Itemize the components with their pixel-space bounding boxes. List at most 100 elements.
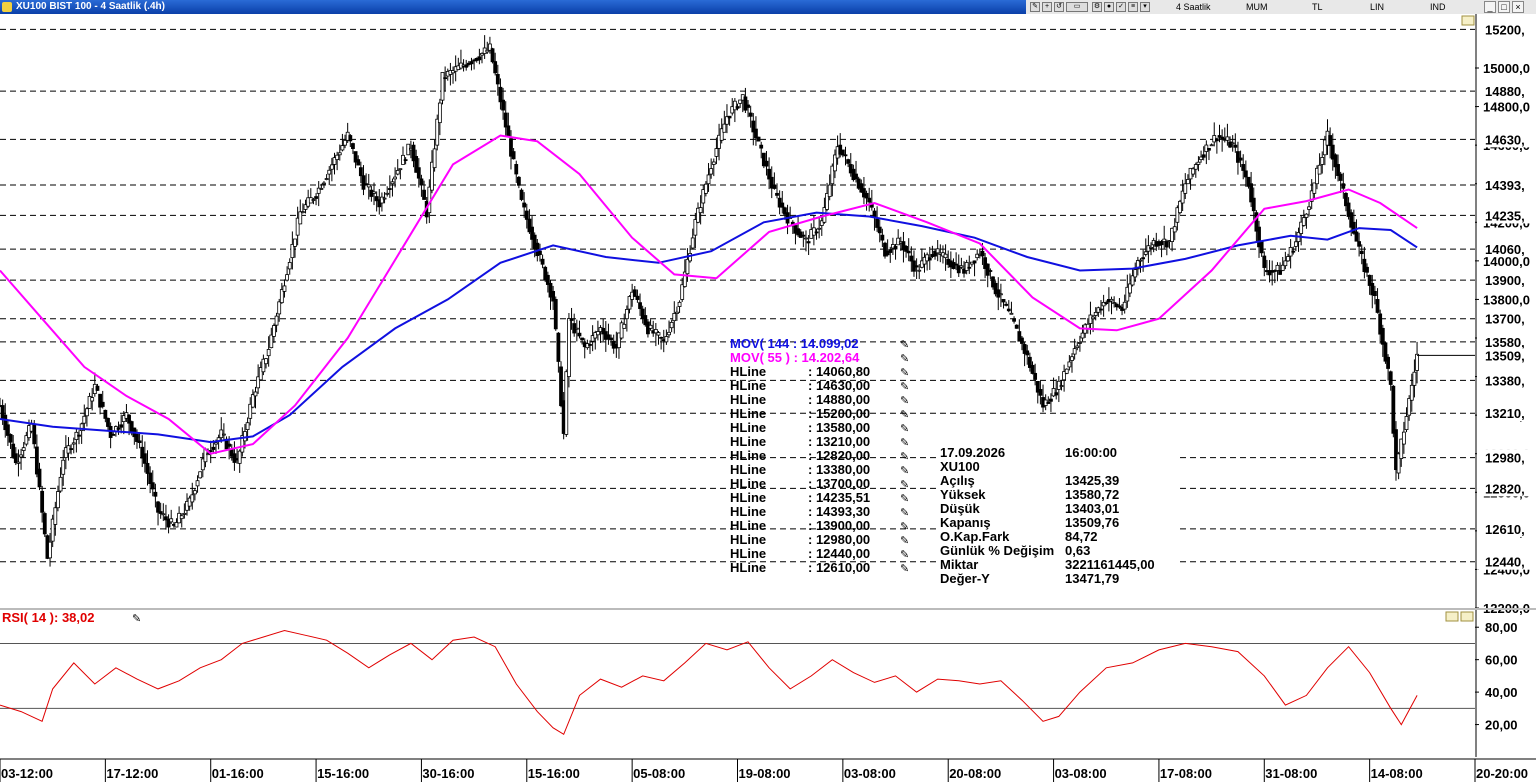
candle [1257, 220, 1261, 258]
candle [522, 192, 527, 218]
currency-select[interactable]: TL [1312, 2, 1323, 12]
color-icon[interactable]: ● [1104, 2, 1114, 12]
rsi-info-icon[interactable] [1445, 611, 1459, 622]
chart-type-select[interactable]: MUM [1246, 2, 1268, 12]
legend-edit-icon[interactable]: ✎ [900, 507, 909, 519]
candle [190, 482, 195, 510]
candle [119, 414, 124, 434]
candle [422, 180, 426, 200]
legend-edit-icon[interactable]: ✎ [900, 493, 909, 505]
candle [962, 261, 966, 278]
legend-edit-icon[interactable]: ✎ [900, 549, 909, 561]
candle [1099, 300, 1103, 315]
legend-edit-icon[interactable]: ✎ [900, 535, 909, 547]
candle [1191, 166, 1196, 177]
candle [403, 157, 408, 165]
legend-edit-icon[interactable]: ✎ [900, 521, 909, 533]
candle [340, 133, 345, 152]
candle [240, 427, 245, 457]
svg-text:HLine: HLine [730, 364, 766, 379]
panel-info-icon[interactable] [1461, 15, 1475, 26]
candle [511, 147, 516, 160]
draw-tool-icon[interactable]: ✎ [1030, 2, 1040, 12]
candle [37, 462, 42, 491]
candle [527, 209, 532, 234]
info-row: Değer-Y 13471,79 [940, 571, 1119, 586]
candle [1367, 274, 1372, 295]
candle [901, 231, 906, 263]
candle [369, 186, 374, 202]
period-select[interactable]: 4 Saatlik [1176, 2, 1211, 12]
svg-text:13210,: 13210, [1485, 406, 1525, 421]
legend-hline: HLine: 13580,00 ✎ [730, 420, 909, 435]
candle [277, 298, 282, 322]
settings-icon[interactable]: ⚙ [1092, 2, 1102, 12]
candle [1038, 380, 1043, 405]
candle [725, 104, 729, 134]
candle [859, 179, 864, 193]
maximize-button[interactable]: □ [1498, 1, 1510, 13]
candle [358, 161, 363, 184]
mode-select[interactable]: IND [1430, 2, 1446, 12]
legend-edit-icon[interactable]: ✎ [900, 395, 909, 407]
candle [314, 193, 318, 206]
svg-text:: 13700,00: : 13700,00 [808, 476, 870, 491]
legend-edit-icon[interactable]: ✎ [900, 339, 909, 351]
candle [727, 115, 732, 126]
candle [1112, 296, 1117, 308]
candle [443, 66, 448, 92]
candle [1101, 294, 1106, 317]
candle [488, 36, 492, 54]
minimize-button[interactable]: _ [1484, 1, 1496, 13]
candle [772, 172, 777, 190]
candle [914, 258, 919, 280]
candle [6, 420, 10, 447]
legend-edit-icon[interactable]: ✎ [900, 563, 909, 575]
candle [332, 152, 337, 175]
legend-edit-icon[interactable]: ✎ [900, 479, 909, 491]
candle [327, 166, 332, 186]
price-series [0, 35, 1419, 567]
legend-edit-icon[interactable]: ✎ [900, 409, 909, 421]
candle [1409, 373, 1414, 412]
x-tick-label: 03-08:00 [1055, 766, 1107, 781]
candle [635, 289, 640, 303]
legend-edit-icon[interactable]: ✎ [900, 465, 909, 477]
legend-edit-icon[interactable]: ✎ [900, 381, 909, 393]
candle [761, 152, 766, 169]
svg-text:17.09.2026: 17.09.2026 [940, 445, 1005, 460]
legend-edit-icon[interactable]: ✎ [900, 423, 909, 435]
close-button[interactable]: × [1512, 1, 1524, 13]
candle [82, 404, 87, 432]
legend-mov144: MOV( 144 : 14.099,02 [730, 336, 859, 351]
candle [416, 158, 421, 188]
legend-edit-icon[interactable]: ✎ [900, 353, 909, 365]
x-tick-label: 19-08:00 [739, 766, 791, 781]
undo-icon[interactable]: ↺ [1054, 2, 1064, 12]
legend-edit-icon[interactable]: ✎ [900, 367, 909, 379]
template-icon[interactable]: ▭ [1066, 2, 1088, 12]
rsi-edit-icon[interactable]: ✎ [132, 613, 141, 625]
legend-hline: HLine: 12820,00 ✎ [730, 448, 909, 463]
legend-edit-icon[interactable]: ✎ [900, 437, 909, 449]
candle [732, 98, 737, 123]
list-icon[interactable]: ≡ [1128, 2, 1138, 12]
legend-edit-icon[interactable]: ✎ [900, 451, 909, 463]
rsi-close-icon[interactable] [1460, 611, 1474, 622]
candle [316, 181, 321, 207]
candle [335, 151, 340, 171]
candle [311, 197, 316, 205]
check-icon[interactable]: ✓ [1116, 2, 1126, 12]
hline-tag: 12610, [1477, 520, 1536, 537]
dropdown-icon[interactable]: ▾ [1140, 2, 1150, 12]
candle [282, 279, 287, 298]
candle [640, 305, 645, 324]
scale-select[interactable]: LIN [1370, 2, 1385, 12]
candle [675, 306, 679, 321]
candle [1275, 262, 1280, 282]
candle [798, 229, 803, 238]
candle [743, 87, 748, 114]
zoom-icon[interactable]: + [1042, 2, 1052, 12]
candle [1006, 300, 1011, 313]
